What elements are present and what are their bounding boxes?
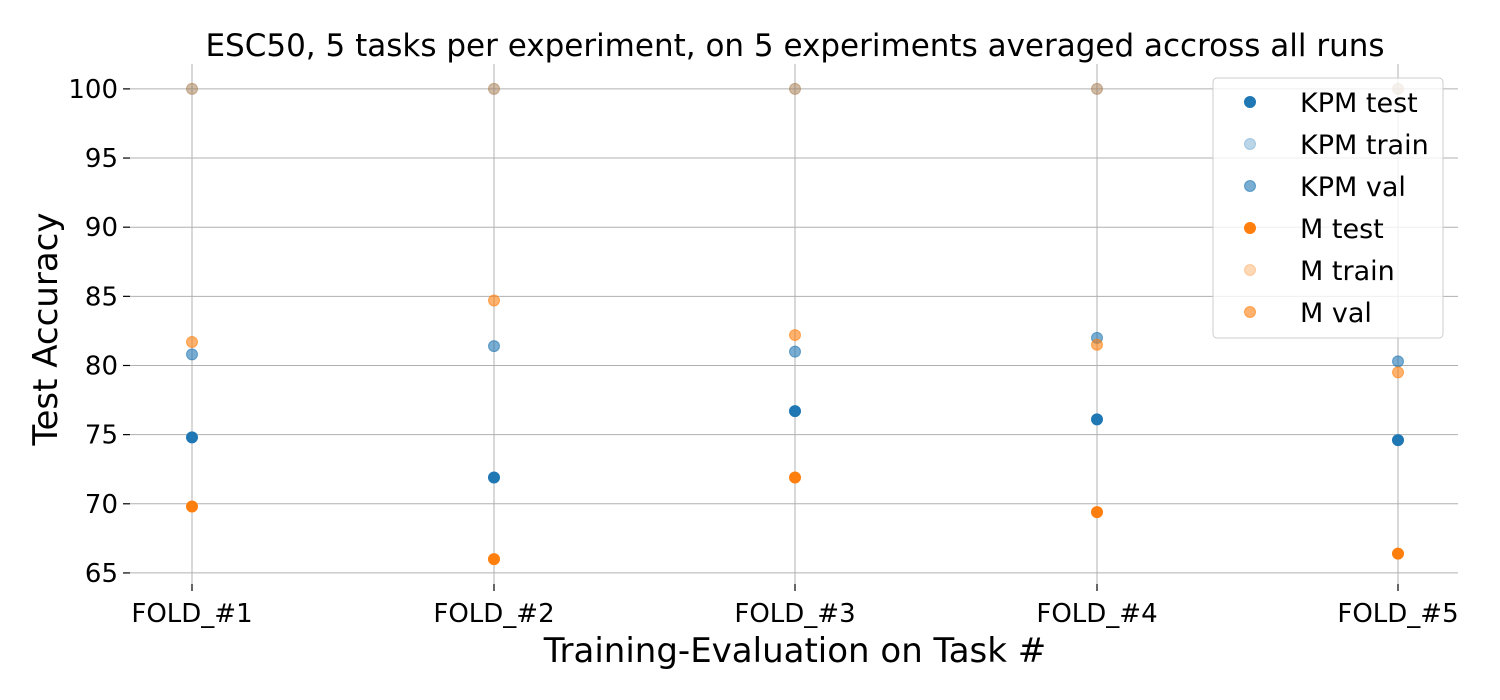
point-kpm-test [186, 431, 198, 444]
point-kpm-val [488, 340, 500, 353]
point-m-val [488, 294, 500, 307]
point-m-train [1091, 82, 1103, 95]
legend: KPM test KPM train KPM val M test M train M v… [1212, 77, 1444, 339]
legend-marker-kpm-train [1244, 138, 1256, 150]
point-m-test [1091, 506, 1103, 519]
legend-marker-m-test [1244, 222, 1256, 234]
legend-label-kpm-train: KPM train [1300, 130, 1429, 161]
legend-label-m-val: M val [1300, 298, 1372, 329]
point-kpm-val [789, 345, 801, 358]
point-m-test [789, 471, 801, 484]
point-kpm-train [186, 82, 198, 95]
y-tick-label: 75 [85, 421, 118, 451]
point-m-train [488, 82, 500, 95]
point-kpm-test [789, 405, 801, 418]
x-tick-label: FOLD_#3 [734, 599, 855, 629]
legend-marker-m-val [1244, 306, 1256, 318]
axes: 65 70 75 80 85 90 95 100 FOLD_#1 FOLD_#2 FOLD_#3 FO… [68, 75, 1458, 629]
y-tick-label: 65 [85, 559, 118, 589]
point-m-val [186, 335, 198, 348]
point-m-test [186, 500, 198, 513]
point-m-test [488, 553, 500, 566]
point-kpm-train [488, 82, 500, 95]
legend-marker-m-train [1244, 264, 1256, 276]
y-tick-label: 95 [85, 144, 118, 174]
legend-label-kpm-val: KPM val [1300, 172, 1406, 203]
point-kpm-test [1091, 413, 1103, 426]
chart-title: ESC50, 5 tasks per experiment, on 5 expe… [205, 28, 1384, 64]
y-tick-label: 70 [85, 490, 118, 520]
point-m-val [1091, 338, 1103, 351]
point-m-train [789, 82, 801, 95]
point-kpm-val [186, 348, 198, 361]
point-m-test [1392, 547, 1404, 560]
y-tick-label: 100 [68, 75, 118, 105]
point-m-val [1392, 366, 1404, 379]
x-tick-label: FOLD_#1 [131, 599, 252, 629]
legend-marker-kpm-val [1244, 180, 1256, 192]
point-m-train [186, 82, 198, 95]
point-m-val [789, 329, 801, 342]
legend-marker-kpm-test [1244, 96, 1256, 108]
point-kpm-val [1392, 355, 1404, 368]
x-tick-label: FOLD_#2 [433, 599, 554, 629]
y-tick-label: 90 [85, 213, 118, 243]
legend-box [1212, 77, 1444, 339]
x-axis-label: Training-Evaluation on Task # [543, 631, 1046, 671]
y-axis-label: Test Accuracy [26, 213, 66, 447]
y-tick-label: 85 [85, 282, 118, 312]
x-tick-label: FOLD_#5 [1337, 599, 1458, 629]
x-tick-label: FOLD_#4 [1036, 599, 1157, 629]
point-kpm-train [789, 82, 801, 95]
y-tick-label: 80 [85, 351, 118, 381]
point-kpm-test [488, 471, 500, 484]
point-kpm-test [1392, 434, 1404, 447]
legend-label-kpm-test: KPM test [1300, 88, 1418, 119]
legend-label-m-train: M train [1300, 256, 1395, 287]
legend-label-m-test: M test [1300, 214, 1384, 245]
point-kpm-train [1091, 82, 1103, 95]
